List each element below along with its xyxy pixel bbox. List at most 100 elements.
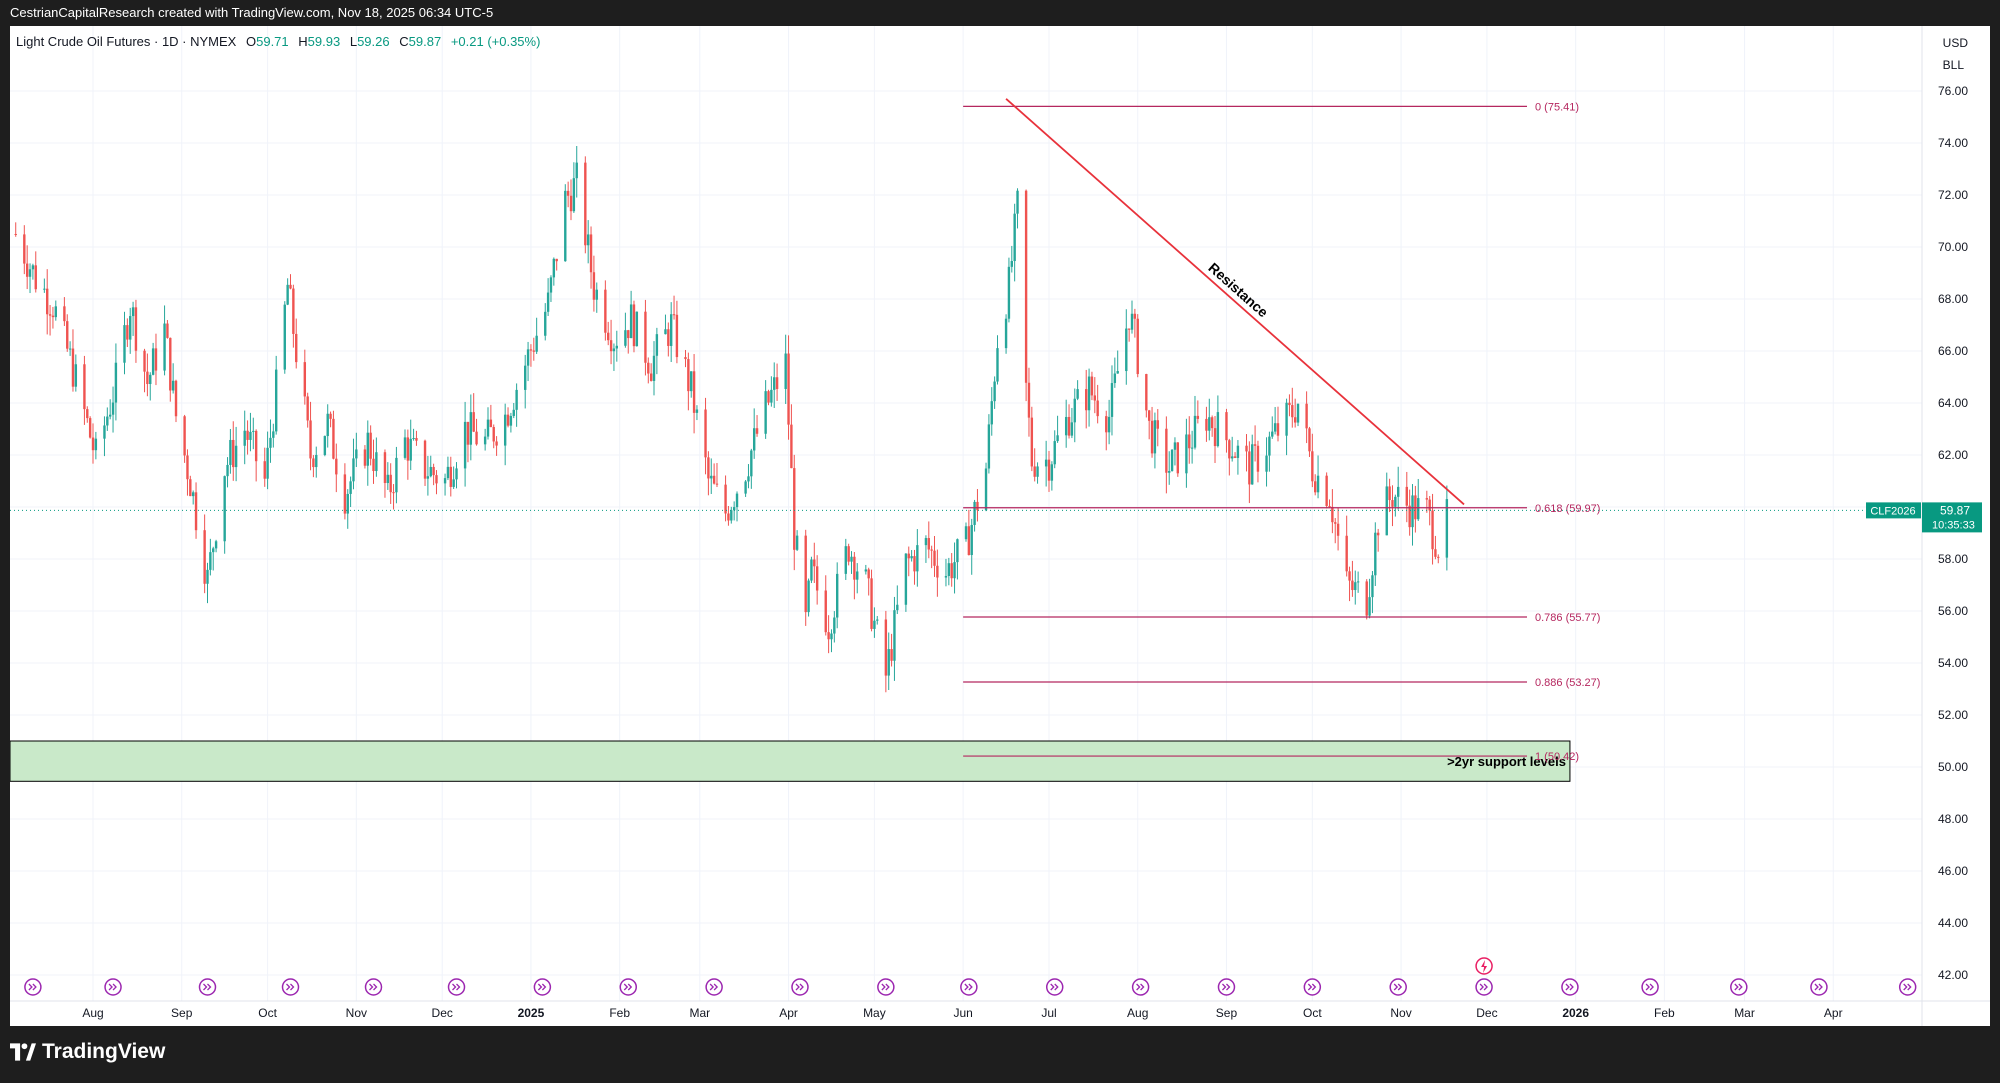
candle-body — [1205, 418, 1208, 431]
candle-body — [807, 580, 810, 613]
close-value: 59.87 — [408, 34, 442, 49]
candle-body — [232, 439, 235, 468]
price-chart[interactable]: >2yr support levels 0 (75.41) 0.618 (59.9… — [10, 26, 1990, 1026]
time-axis[interactable]: Aug Sep Oct Nov Dec 2025 Feb Mar Apr May Jun Jul Aug… — [10, 1000, 1990, 1020]
candle-body — [526, 349, 530, 366]
candle-body — [990, 401, 993, 425]
candle-body — [627, 330, 630, 339]
candle-body — [936, 565, 939, 578]
candle-body — [475, 431, 478, 445]
candle-body — [944, 576, 948, 578]
currency-label[interactable]: USD — [1942, 36, 1968, 50]
candle-body — [956, 539, 959, 563]
unit-labels[interactable]: USD BLL — [1943, 32, 1968, 76]
dividend-marker-icon — [104, 978, 122, 996]
candle-body — [853, 556, 856, 580]
candle-body — [1345, 535, 1348, 572]
candle-body — [226, 464, 229, 477]
candle-body — [1308, 428, 1311, 452]
candle-body — [1176, 442, 1180, 474]
candle-body — [203, 530, 206, 584]
candle-body — [976, 501, 979, 511]
candle-body — [111, 402, 115, 415]
candle-body — [25, 263, 29, 277]
candle-body — [664, 329, 667, 335]
fib-retracement[interactable]: 0 (75.41) 0.618 (59.97) 0.786 (55.77) 0.886… — [963, 101, 1600, 763]
price-tick-label: 62.00 — [1938, 448, 1968, 462]
candle-body — [715, 483, 719, 485]
candle-body — [31, 265, 35, 270]
event-marker-arrows — [1814, 983, 1823, 991]
candle-body — [950, 563, 953, 579]
candle-body — [904, 553, 908, 605]
candle-body — [234, 445, 238, 468]
event-marker-arrows — [28, 983, 37, 991]
candle-body — [1288, 402, 1291, 406]
event-marker-circle — [1045, 978, 1064, 996]
tradingview-brand[interactable]: TradingView — [10, 1040, 165, 1064]
fib-level-label: 1 (50.42) — [1535, 751, 1579, 763]
candle-body — [1185, 434, 1188, 474]
candle-body — [426, 476, 430, 479]
price-tag-bg — [1922, 502, 1982, 533]
candle-body — [687, 359, 690, 392]
candle-body — [223, 476, 226, 542]
candle-body — [74, 364, 78, 387]
candle-body — [34, 265, 37, 290]
unit-label[interactable]: BLL — [1942, 58, 1965, 72]
candle-body — [269, 437, 272, 448]
candle-body — [512, 409, 515, 416]
candle-body — [1050, 464, 1054, 481]
candle-body — [624, 330, 627, 346]
dividend-marker-icon — [1898, 978, 1917, 996]
candle-body — [535, 335, 538, 352]
candle-body — [392, 492, 395, 494]
candle-body — [51, 315, 55, 318]
candle-body — [1093, 395, 1097, 401]
candle-body — [546, 292, 550, 312]
dividend-marker-icon — [198, 978, 217, 996]
candle-body — [403, 437, 407, 458]
candle-body — [1251, 444, 1254, 485]
event-marker-arrows — [964, 983, 973, 991]
price-tick-label: 42.00 — [1938, 968, 1968, 982]
price-tick-label: 64.00 — [1938, 396, 1968, 410]
chart-frame[interactable]: >2yr support levels 0 (75.41) 0.618 (59.9… — [10, 26, 1990, 1026]
dividend-marker-icon — [1217, 978, 1236, 996]
candle-body — [1348, 571, 1351, 581]
candle-body — [1316, 475, 1320, 493]
candle-body — [252, 430, 255, 432]
candle-body — [94, 438, 98, 451]
candle-body — [131, 307, 135, 317]
candle-body — [669, 314, 673, 346]
candle-body — [1291, 405, 1294, 418]
time-tick-label: Oct — [1303, 1006, 1322, 1020]
event-marker-arrows — [1565, 983, 1574, 991]
resistance-trendline[interactable]: Resistance — [1005, 98, 1465, 506]
candle-body — [724, 484, 727, 514]
candle-body — [1133, 313, 1137, 319]
low-label: L — [349, 34, 358, 49]
candle-body — [850, 556, 853, 562]
dividend-marker-icon — [1389, 978, 1407, 996]
candle-body — [609, 340, 613, 352]
candle-body — [71, 348, 75, 387]
candle-body — [833, 617, 836, 634]
candle-body — [1010, 261, 1013, 267]
candle-body — [503, 414, 507, 446]
candle-body — [194, 492, 198, 531]
candle-body — [449, 466, 452, 487]
candle-body — [649, 373, 653, 381]
candle-body — [1110, 383, 1114, 417]
candle-body — [209, 552, 212, 570]
candle-body — [752, 428, 756, 451]
candle-body — [847, 546, 850, 562]
time-tick-label: Feb — [1654, 1006, 1675, 1020]
support-zone-label: >2yr support levels — [1447, 754, 1566, 769]
candle-body — [266, 447, 269, 479]
candle-body — [143, 350, 146, 372]
candle-body — [46, 288, 49, 315]
candle-body — [827, 632, 830, 640]
candle-body — [412, 438, 415, 440]
candle-body — [343, 474, 347, 514]
